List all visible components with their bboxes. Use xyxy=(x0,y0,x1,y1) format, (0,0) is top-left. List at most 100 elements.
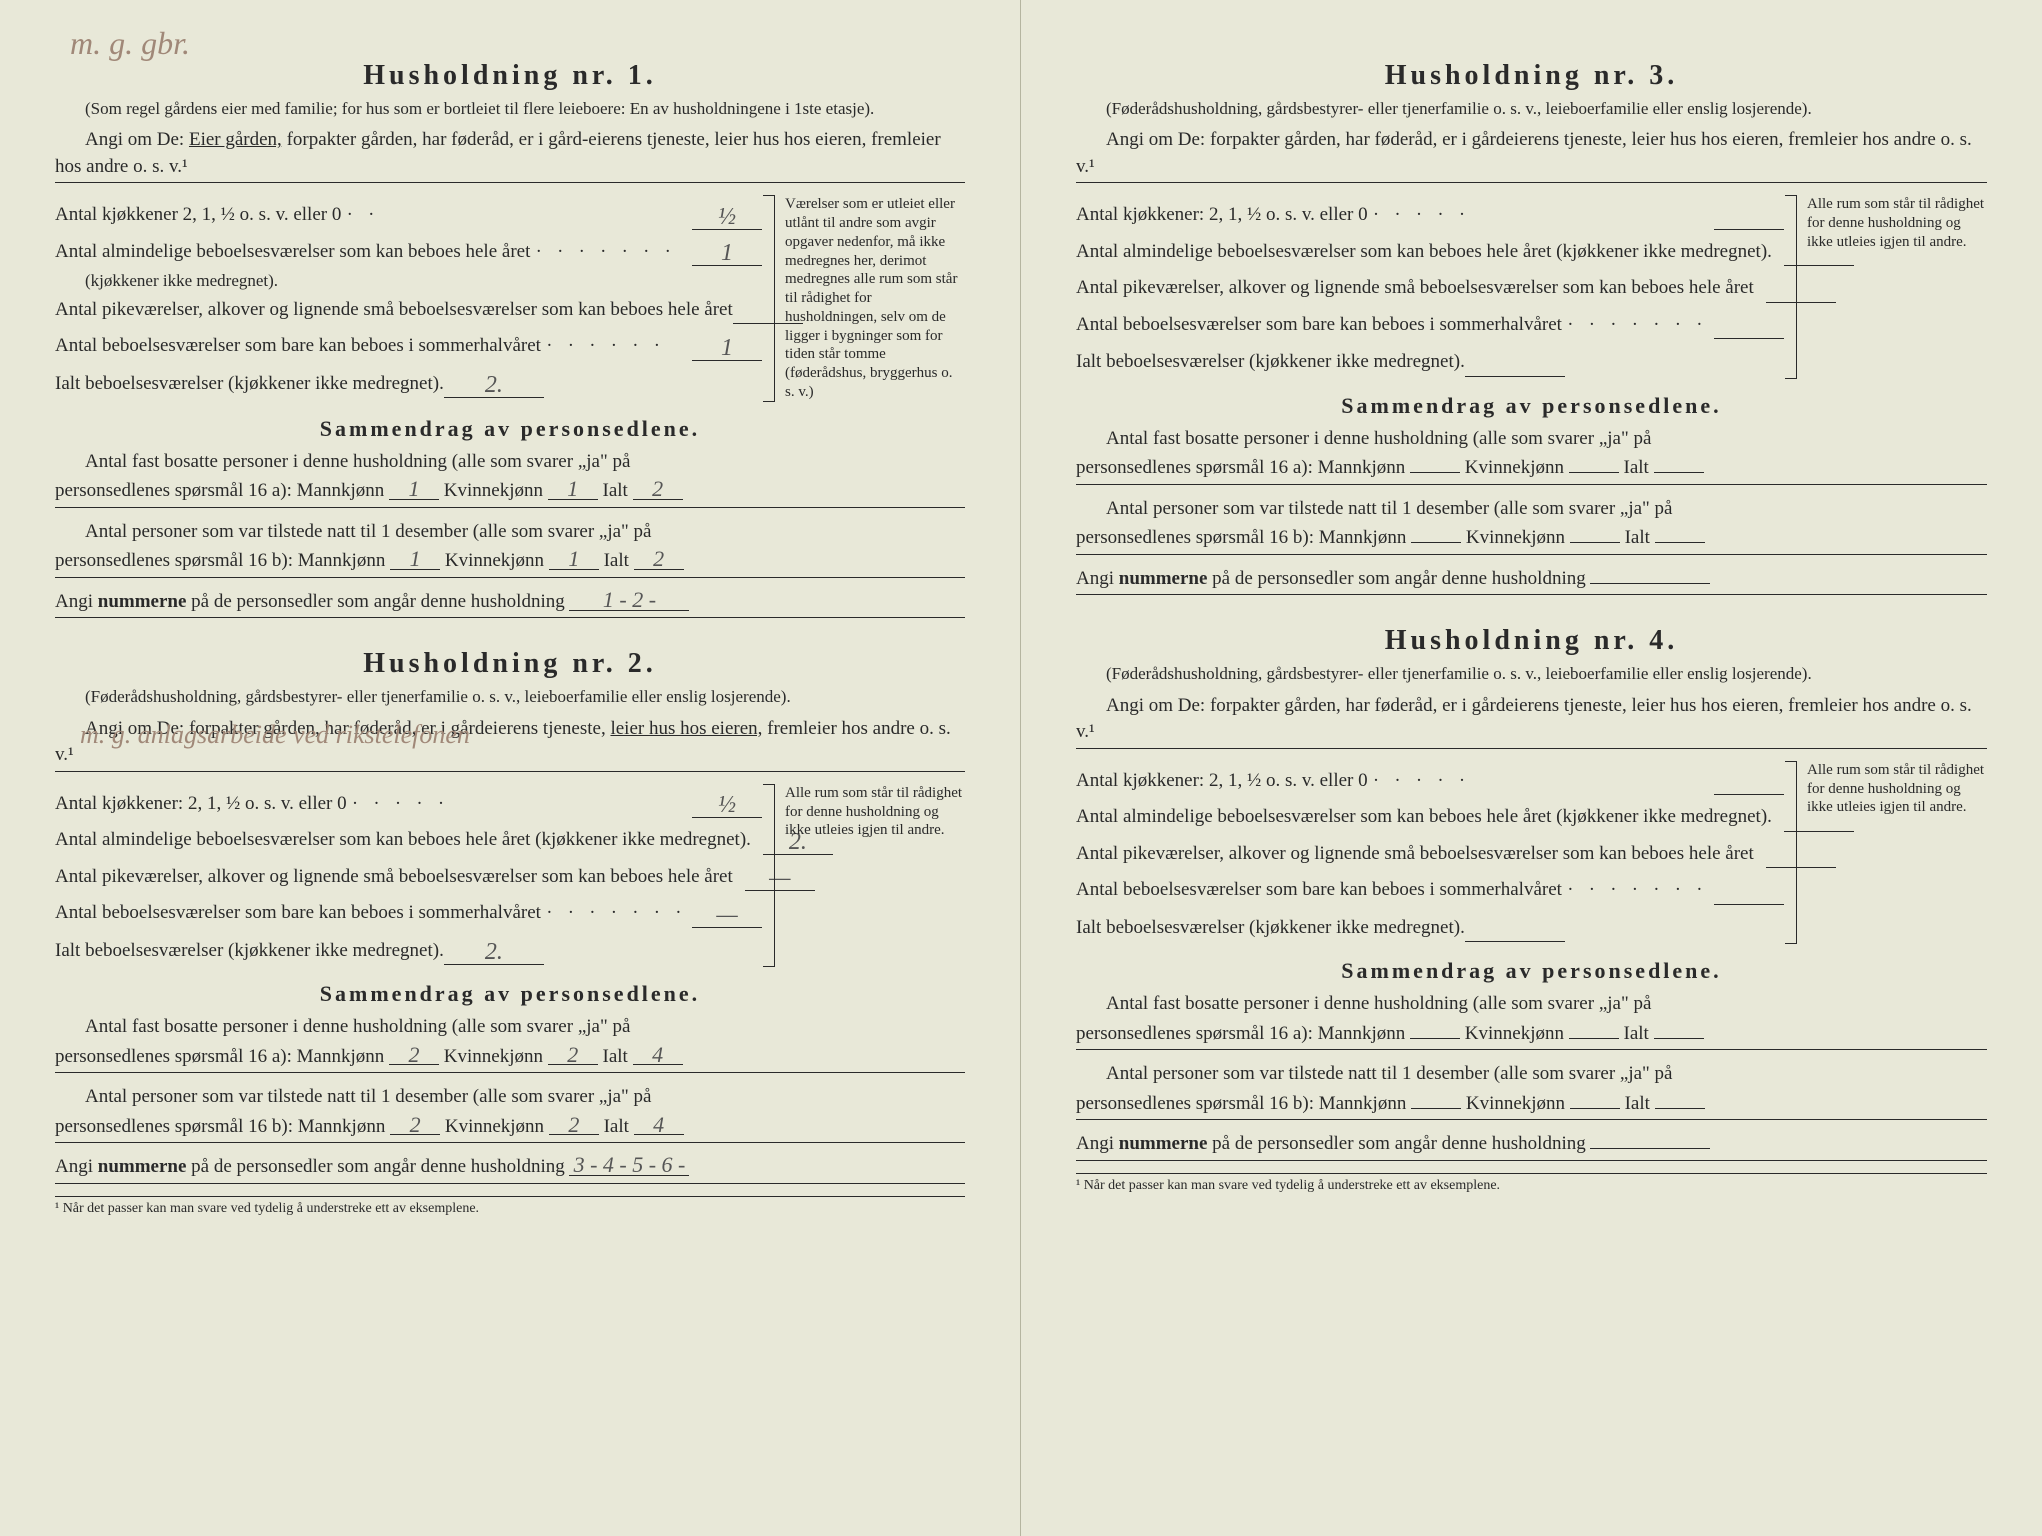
pres-line1: Antal personer som var tilstede natt til… xyxy=(1076,495,1987,523)
pres-line2: personsedlenes spørsmål 16 b): Mannkjønn… xyxy=(1076,1090,1987,1121)
dots: . . . . . xyxy=(353,784,686,814)
summer-line: Antal beboelsesværelser som bare kan beb… xyxy=(55,326,762,360)
nummer-label-rest: på de personsedler som angår denne husho… xyxy=(1207,1133,1585,1154)
summer-value xyxy=(1714,882,1784,905)
maid-line: Antal pikeværelser, alkover og lignende … xyxy=(55,295,762,324)
perm-ialt: 2 xyxy=(633,479,683,500)
maid-line: Antal pikeværelser, alkover og lignende … xyxy=(55,857,762,891)
kvinne-label: Kvinnekjønn xyxy=(1466,527,1565,548)
ordinary-label: Antal almindelige beboelsesværelser som … xyxy=(55,825,751,854)
dots: . . . . . xyxy=(1374,761,1708,791)
nummer-label-prefix: Angi xyxy=(1076,1133,1119,1154)
kitchens-label: Antal kjøkkener: 2, 1, ½ o. s. v. eller … xyxy=(1076,200,1368,229)
pres-prefix: personsedlenes spørsmål 16 b): Mannkjønn xyxy=(1076,1093,1406,1114)
household-1-angi: Angi om De: Eier gården, forpakter gårde… xyxy=(55,127,965,183)
summer-line: Antal beboelsesværelser som bare kan beb… xyxy=(55,893,762,927)
total-value: 2. xyxy=(444,942,544,965)
kitchens-line: Antal kjøkkener 2, 1, ½ o. s. v. eller 0… xyxy=(55,195,762,229)
nummer-label-rest: på de personsedler som angår denne husho… xyxy=(1207,568,1585,589)
perm-line2: personsedlenes spørsmål 16 a): Mannkjønn… xyxy=(55,1043,965,1074)
nummer-label-prefix: Angi xyxy=(55,591,98,612)
rooms-left: Antal kjøkkener: 2, 1, ½ o. s. v. eller … xyxy=(1076,195,1784,378)
ordinary-line: Antal almindelige beboelsesværelser som … xyxy=(1076,232,1784,266)
pres-m xyxy=(1411,1108,1461,1109)
pres-line2: personsedlenes spørsmål 16 b): Mannkjønn… xyxy=(55,1113,965,1144)
kitchens-label: Antal kjøkkener: 2, 1, ½ o. s. v. eller … xyxy=(1076,766,1368,795)
summer-value: 1 xyxy=(692,338,762,361)
dots: . . . . . . . . . . . . . . . . xyxy=(1568,305,1708,335)
summer-label: Antal beboelsesværelser som bare kan beb… xyxy=(1076,310,1562,339)
ordinary-line: Antal almindelige beboelsesværelser som … xyxy=(55,232,762,266)
household-1: Husholdning nr. 1. (Som regel gårdens ei… xyxy=(55,60,965,618)
maid-line: Antal pikeværelser, alkover og lignende … xyxy=(1076,834,1784,868)
pres-prefix: personsedlenes spørsmål 16 b): Mannkjønn xyxy=(55,1116,385,1137)
nummer-value xyxy=(1590,1148,1710,1149)
summer-line: Antal beboelsesværelser som bare kan beb… xyxy=(1076,305,1784,339)
angi-underlined: leier hus hos eieren, xyxy=(610,718,762,739)
perm-line2: personsedlenes spørsmål 16 a): Mannkjønn… xyxy=(1076,1020,1987,1051)
kitchens-value: ½ xyxy=(692,207,762,230)
angi-underlined: Eier gården, xyxy=(189,129,282,150)
ordinary-label: Antal almindelige beboelsesværelser som … xyxy=(55,237,530,266)
pres-m: 1 xyxy=(390,549,440,570)
kvinne-label: Kvinnekjønn xyxy=(444,1046,543,1067)
perm-ialt: 4 xyxy=(633,1045,683,1066)
kitchens-line: Antal kjøkkener: 2, 1, ½ o. s. v. eller … xyxy=(1076,761,1784,795)
household-2-title: Husholdning nr. 2. xyxy=(55,648,965,680)
perm-m: 1 xyxy=(389,479,439,500)
maid-line: Antal pikeværelser, alkover og lignende … xyxy=(1076,268,1784,302)
rooms-left: Antal kjøkkener: 2, 1, ½ o. s. v. eller … xyxy=(1076,761,1784,944)
kitchens-value: ½ xyxy=(692,795,762,818)
pres-ialt: 2 xyxy=(634,549,684,570)
nummer-value: 1 - 2 - xyxy=(569,590,689,611)
ialt-label: Ialt xyxy=(604,1116,629,1137)
kvinne-label: Kvinnekjønn xyxy=(444,480,543,501)
household-4-summary-title: Sammendrag av personsedlene. xyxy=(1076,958,1987,984)
total-label: Ialt beboelsesværelser (kjøkkener ikke m… xyxy=(1076,913,1465,942)
total-line: Ialt beboelsesværelser (kjøkkener ikke m… xyxy=(55,936,762,965)
nummer-line: Angi nummerne på de personsedler som ang… xyxy=(1076,1130,1987,1161)
pres-line1: Antal personer som var tilstede natt til… xyxy=(1076,1060,1987,1088)
total-value xyxy=(1465,919,1565,942)
ialt-label: Ialt xyxy=(1625,527,1650,548)
household-3-sidenote: Alle rum som står til rådighet for denne… xyxy=(1796,195,1987,378)
perm-line1: Antal fast bosatte personer i denne hush… xyxy=(1076,990,1987,1018)
maid-label: Antal pikeværelser, alkover og lignende … xyxy=(1076,839,1754,868)
pres-line1: Antal personer som var tilstede natt til… xyxy=(55,518,965,546)
perm-line1: Antal fast bosatte personer i denne hush… xyxy=(1076,425,1987,453)
household-3-title: Husholdning nr. 3. xyxy=(1076,60,1987,92)
pres-line2: personsedlenes spørsmål 16 b): Mannkjønn… xyxy=(1076,524,1987,555)
perm-k xyxy=(1569,472,1619,473)
footnote-left: ¹ Når det passer kan man svare ved tydel… xyxy=(55,1196,965,1217)
household-3-note: (Føderådshusholdning, gårdsbestyrer- ell… xyxy=(1076,98,1987,119)
nummer-bold: nummerne xyxy=(98,1156,187,1177)
perm-ialt xyxy=(1654,1038,1704,1039)
ordinary-label: Antal almindelige beboelsesværelser som … xyxy=(1076,237,1772,266)
maid-label: Antal pikeværelser, alkover og lignende … xyxy=(55,862,733,891)
nummer-label-prefix: Angi xyxy=(1076,568,1119,589)
dots: . . . . . . . . . . . . . . . xyxy=(547,893,686,923)
perm-m: 2 xyxy=(389,1045,439,1066)
dots: . . . . . xyxy=(1374,195,1708,225)
household-2-note: (Føderådshusholdning, gårdsbestyrer- ell… xyxy=(55,686,965,707)
ialt-label: Ialt xyxy=(1625,1093,1650,1114)
nummer-bold: nummerne xyxy=(1119,568,1208,589)
pres-line2: personsedlenes spørsmål 16 b): Mannkjønn… xyxy=(55,547,965,578)
kitchens-line: Antal kjøkkener: 2, 1, ½ o. s. v. eller … xyxy=(55,784,762,818)
household-3: Husholdning nr. 3. (Føderådshusholdning,… xyxy=(1076,60,1987,595)
household-1-title: Husholdning nr. 1. xyxy=(55,60,965,92)
household-4-angi: Angi om De: forpakter gården, har føderå… xyxy=(1076,693,1987,749)
nummer-value: 3 - 4 - 5 - 6 - xyxy=(569,1155,689,1176)
perm-prefix: personsedlenes spørsmål 16 a): Mannkjønn xyxy=(55,480,384,501)
perm-m xyxy=(1410,472,1460,473)
ialt-label: Ialt xyxy=(603,1046,628,1067)
ordinary-sub: (kjøkkener ikke medregnet). xyxy=(55,268,762,294)
perm-line2: personsedlenes spørsmål 16 a): Mannkjønn… xyxy=(1076,454,1987,485)
kitchens-line: Antal kjøkkener: 2, 1, ½ o. s. v. eller … xyxy=(1076,195,1784,229)
household-3-angi: Angi om De: forpakter gården, har føderå… xyxy=(1076,127,1987,183)
ialt-label: Ialt xyxy=(1624,457,1649,478)
rooms-left: Antal kjøkkener: 2, 1, ½ o. s. v. eller … xyxy=(55,784,762,967)
total-value xyxy=(1465,354,1565,377)
total-label: Ialt beboelsesværelser (kjøkkener ikke m… xyxy=(55,936,444,965)
summer-label: Antal beboelsesværelser som bare kan beb… xyxy=(1076,875,1562,904)
